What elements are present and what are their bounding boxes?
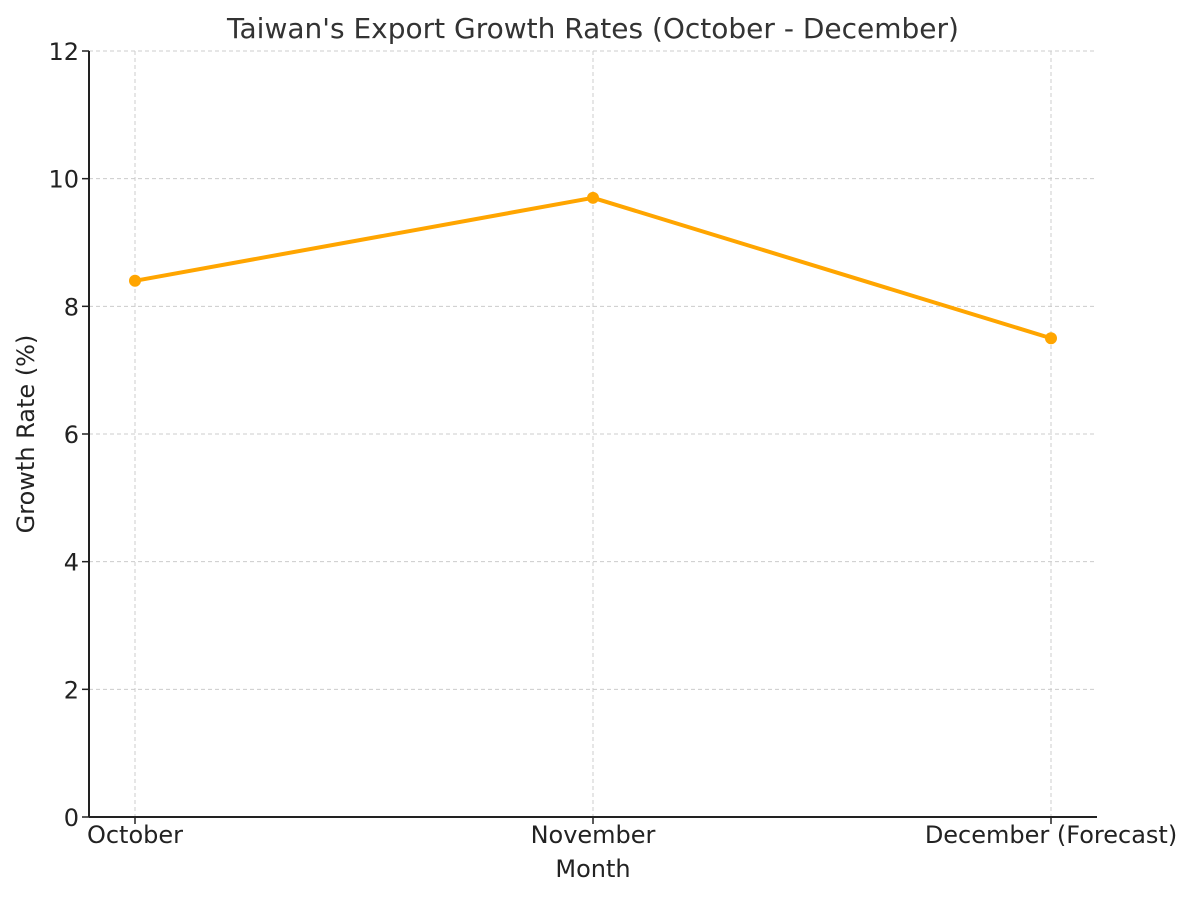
y-tick-label: 0 bbox=[64, 804, 79, 832]
y-tick-label: 4 bbox=[64, 549, 79, 577]
chart-title: Taiwan's Export Growth Rates (October - … bbox=[226, 12, 959, 45]
y-axis-label: Growth Rate (%) bbox=[12, 335, 40, 534]
tick-labels: 0 2 4 6 8 10 12 October November December (Foreca… bbox=[48, 38, 1177, 849]
y-tick-label: 12 bbox=[48, 38, 79, 66]
x-tick-label: October bbox=[87, 821, 183, 849]
gridlines bbox=[82, 50, 1097, 824]
y-tick-label: 10 bbox=[48, 166, 79, 194]
y-tick-label: 8 bbox=[64, 293, 79, 321]
data-point bbox=[129, 274, 141, 287]
data-point bbox=[1045, 332, 1057, 345]
axes bbox=[88, 51, 1097, 818]
y-tick-label: 2 bbox=[64, 676, 79, 704]
data-point bbox=[587, 191, 599, 204]
series-layer bbox=[129, 191, 1057, 345]
x-tick-label: December (Forecast) bbox=[925, 821, 1177, 849]
x-tick-label: November bbox=[531, 821, 656, 849]
y-tick-label: 6 bbox=[64, 421, 79, 449]
x-axis-label: Month bbox=[555, 855, 630, 883]
